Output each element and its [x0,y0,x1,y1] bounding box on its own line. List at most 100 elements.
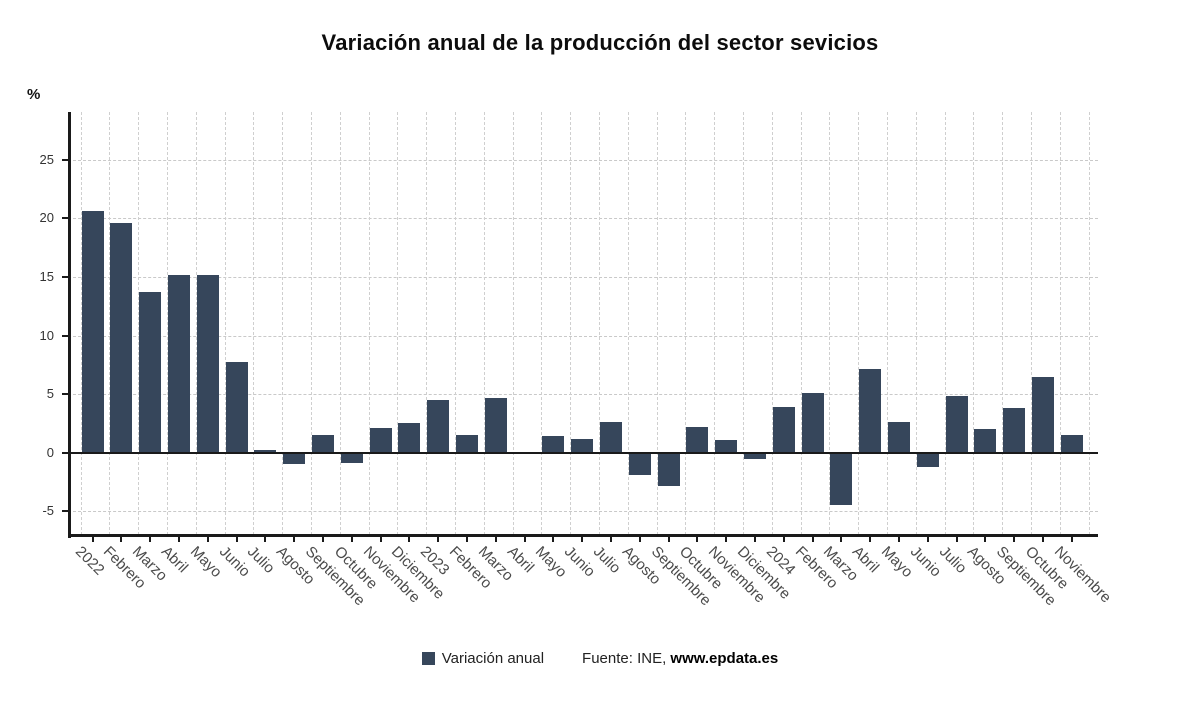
x-axis-tick-label: Mayo [532,543,571,581]
bar-mayo [542,436,565,453]
gridline-horizontal [68,276,1098,278]
bar-julio [600,422,622,453]
x-axis-tick [754,537,756,542]
x-axis-tick [206,537,209,542]
legend-item-variacion-anual: Variación anual [421,650,545,667]
bar-noviembre [369,428,392,453]
bar-junio [571,438,594,453]
x-axis-tick [1070,537,1073,542]
x-axis-tick [725,537,728,542]
gridline-horizontal [68,218,1098,220]
source-site: www.epdata.es [670,650,779,667]
gridline-horizontal [68,394,1098,396]
gridline-vertical [599,112,600,535]
y-axis-tick-label: 10 [39,327,54,343]
x-axis-tick [782,537,785,542]
x-axis-tick [898,537,900,542]
gridline-vertical [1088,112,1090,535]
y-axis-line [68,112,71,538]
x-axis-tick [840,537,843,542]
bar-marzo [139,292,162,453]
legend-swatch [421,652,435,665]
bar-junio [916,452,939,467]
gridline-vertical [1002,112,1004,535]
bar-abril [168,274,190,453]
x-axis-tick [379,537,382,542]
gridline-vertical [109,112,111,535]
gridline-vertical [426,112,428,535]
y-axis-tick [62,217,68,220]
bar-mayo [888,422,910,453]
x-axis-tick [149,537,152,542]
gridline-vertical [311,112,312,535]
gridline-vertical [887,112,888,535]
gridline-vertical [282,112,284,535]
x-axis-tick [581,537,584,542]
zero-line [62,451,1098,454]
y-axis-tick-label: 0 [46,444,54,460]
gridline-vertical [339,112,341,535]
x-axis-tick [178,537,180,542]
x-axis-tick [235,537,238,542]
bar-septiembre [657,452,680,486]
x-axis-tick [926,537,929,542]
bar-julio [945,396,968,453]
chart-title: Variación anual de la producción del sec… [321,30,879,55]
bar-marzo [830,452,853,506]
legend-label: Variación anual [441,650,545,667]
bar-agosto [974,429,997,453]
gridline-vertical [80,112,82,535]
gridline-vertical [512,112,514,535]
x-axis-tick-label: Junio [215,543,253,581]
x-axis-tick [1042,537,1044,542]
x-axis-tick-label: Mayo [186,543,225,581]
gridline-vertical [224,112,226,535]
gridline-vertical [915,112,917,535]
x-axis-tick [523,537,526,542]
x-axis-tick [408,537,411,542]
x-axis-tick [638,537,641,542]
bar-septiembre [1003,408,1026,453]
gridline-vertical [685,112,687,535]
gridline-vertical [167,112,168,535]
x-axis-tick-label: Mayo [877,543,916,581]
x-axis-tick [264,537,267,542]
gridline-vertical [1031,112,1032,535]
bar-febrero [456,435,478,453]
y-axis-tick [62,393,68,396]
bar-noviembre [1060,435,1083,453]
x-axis-tick [322,537,324,542]
gridline-horizontal [68,511,1098,513]
gridline-horizontal [68,159,1098,161]
x-axis-tick [466,537,468,542]
x-axis-tick [984,537,987,542]
gridline-vertical [829,112,831,535]
y-axis-tick-label: -5 [42,503,54,519]
gridline-vertical [455,112,456,535]
bar-2023 [427,399,450,453]
gridline-vertical [253,112,255,535]
y-axis-tick [62,334,68,337]
bar-octubre [686,426,709,453]
gridline-vertical [195,112,197,535]
x-axis-tick [552,537,555,542]
bar-septiembre [312,435,334,453]
y-axis-tick [62,275,68,278]
bar-2024 [772,406,795,453]
x-axis-tick [610,537,612,542]
x-axis-tick-label: Junio [561,543,599,581]
x-axis-tick [696,537,699,542]
gridline-vertical [714,112,716,535]
bar-febrero [110,222,133,453]
bar-abril [859,369,882,453]
gridline-vertical [570,112,572,535]
x-axis-tick [91,537,94,542]
x-axis-tick [1013,537,1016,542]
bar-diciembre [398,423,421,453]
x-axis-tick-label: 2022 [71,543,108,579]
gridline-vertical [138,112,140,535]
gridline-vertical [800,112,802,535]
bar-2022 [81,211,104,453]
